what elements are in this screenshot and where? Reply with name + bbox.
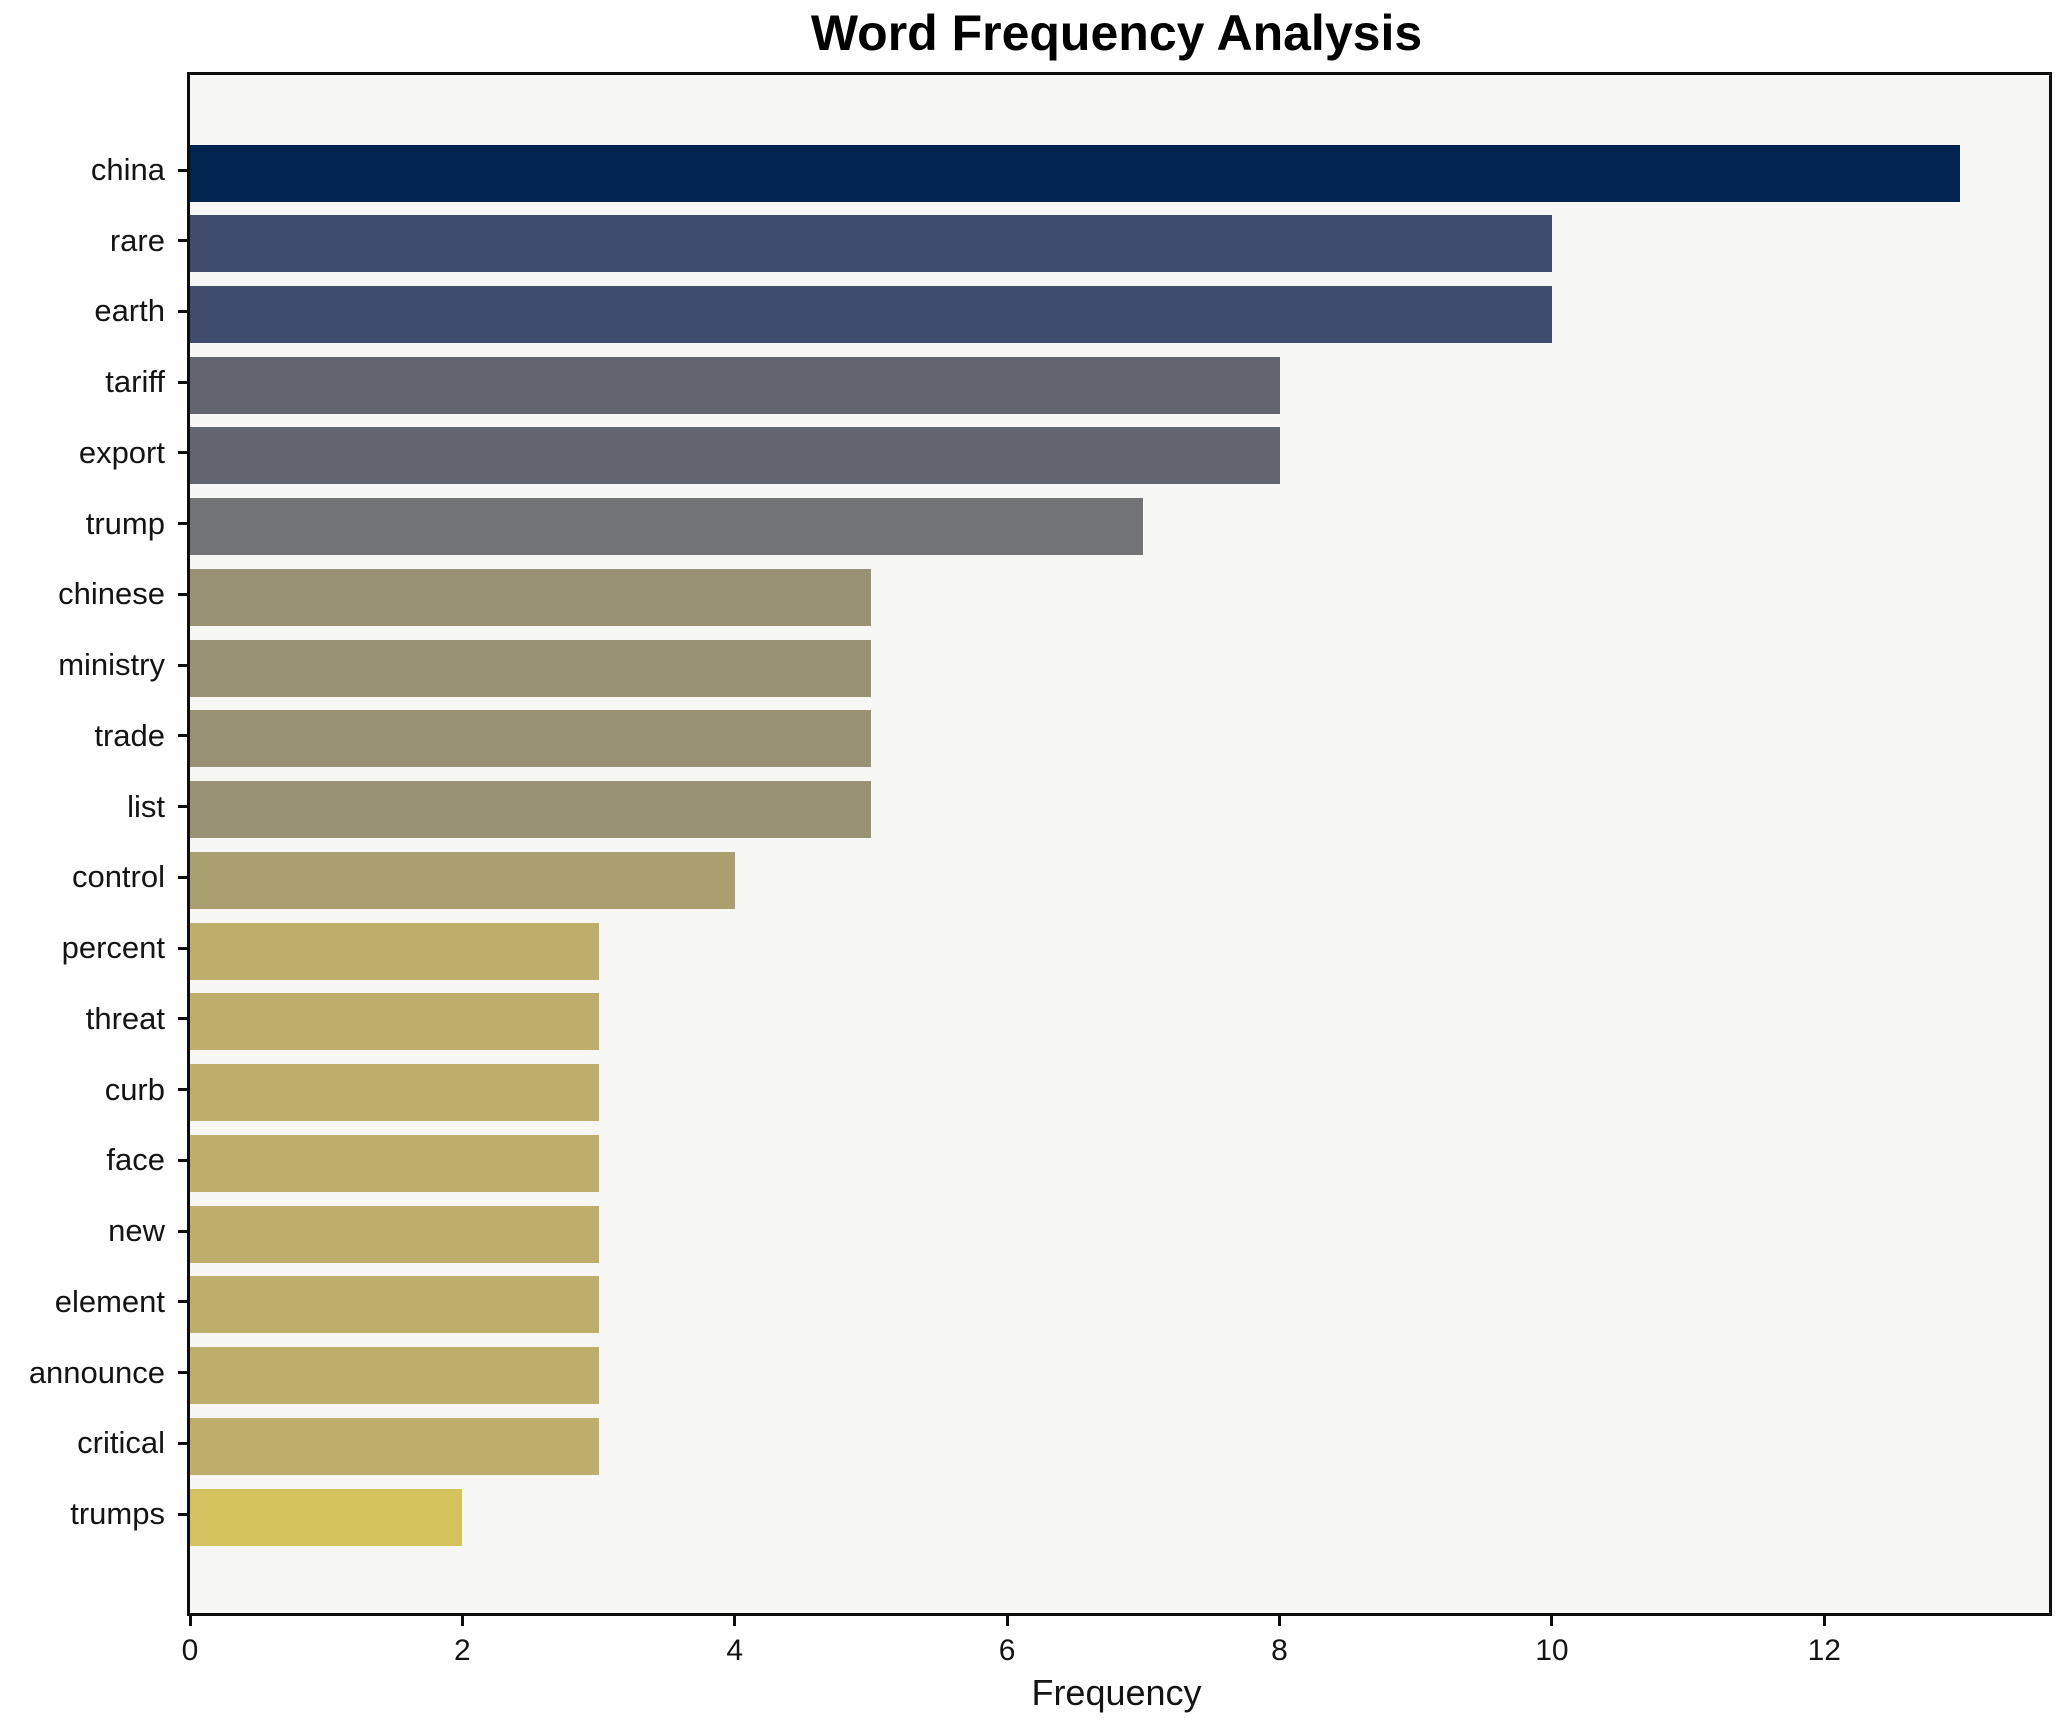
y-tick-mark [178,309,187,313]
y-tick-label-curb: curb [104,1071,165,1107]
bar-list [190,781,871,839]
plot-area [187,72,2052,1616]
y-tick-mark [178,875,187,879]
y-tick-mark [178,1158,187,1162]
y-tick-label-chinese: chinese [58,576,165,612]
y-tick-mark [178,1300,187,1304]
y-tick-label-element: element [54,1283,165,1319]
bar-percent [190,922,599,980]
y-tick-mark [178,168,187,172]
y-tick-label-list: list [127,788,165,824]
bar-element [190,1276,599,1334]
y-tick-label-china: china [90,152,165,187]
y-tick-mark [178,592,187,596]
y-tick-label-threat: threat [85,1000,165,1036]
y-tick-label-tariff: tariff [105,364,165,400]
x-tick-label-2: 2 [454,1634,471,1667]
y-tick-label-trump: trump [85,505,165,541]
x-tick-label-10: 10 [1535,1634,1569,1667]
y-tick-mark [178,1088,187,1092]
x-tick-label-4: 4 [726,1634,744,1667]
bar-export [190,427,1280,485]
y-tick-mark [178,239,187,243]
x-tick-label-12: 12 [1807,1634,1841,1667]
bar-ministry [190,639,871,697]
x-tick-label-8: 8 [1271,1634,1288,1667]
y-tick-label-new: new [108,1213,165,1249]
bar-curb [190,1064,599,1122]
bar-earth [190,285,1552,343]
bar-critical [190,1417,599,1475]
bar-new [190,1205,599,1263]
y-tick-label-rare: rare [109,222,165,258]
x-tick-mark [188,1616,192,1626]
y-tick-label-export: export [78,434,165,470]
bar-trump [190,498,1144,556]
x-tick-mark [1550,1616,1554,1626]
y-tick-mark [178,522,187,526]
y-tick-label-critical: critical [77,1425,165,1461]
y-tick-mark [178,451,187,455]
y-tick-label-announce: announce [28,1354,165,1390]
y-tick-mark [178,1441,187,1445]
y-tick-mark [178,805,187,809]
x-tick-mark [733,1616,737,1626]
x-tick-mark [1278,1616,1282,1626]
y-tick-mark [178,1229,187,1233]
bar-tariff [190,356,1280,414]
chart-title: Word Frequency Analysis [810,5,1423,61]
y-tick-mark [178,946,187,950]
bar-trade [190,710,871,768]
y-tick-label-trumps: trumps [70,1496,165,1531]
bar-chinese [190,568,871,626]
y-tick-label-face: face [106,1142,165,1178]
bar-rare [190,215,1552,273]
y-tick-mark [178,1017,187,1021]
x-axis-title: Frequency [1031,1672,1202,1713]
x-tick-label-6: 6 [998,1634,1016,1667]
y-tick-mark [178,663,187,667]
bar-trumps [190,1488,463,1546]
y-tick-label-trade: trade [94,717,165,753]
x-tick-mark [1822,1616,1826,1626]
y-tick-mark [178,380,187,384]
y-tick-label-percent: percent [61,930,165,966]
y-tick-mark [178,1371,187,1375]
y-tick-label-control: control [71,859,165,895]
bar-announce [190,1347,599,1405]
x-tick-mark [1005,1616,1009,1626]
bar-face [190,1134,599,1192]
bar-control [190,851,735,909]
x-tick-mark [460,1616,464,1626]
y-tick-mark [178,1512,187,1516]
x-tick-label-0: 0 [181,1634,199,1667]
y-tick-mark [178,734,187,738]
y-tick-label-earth: earth [94,293,165,329]
bar-china [190,144,1961,202]
y-tick-label-ministry: ministry [58,647,165,683]
bar-threat [190,993,599,1051]
